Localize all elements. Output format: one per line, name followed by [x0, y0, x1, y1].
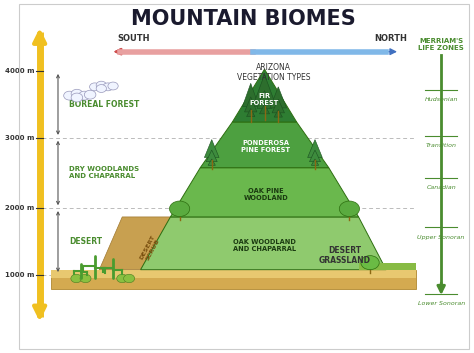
- Text: PONDEROSA
PINE FOREST: PONDEROSA PINE FOREST: [241, 140, 291, 153]
- Polygon shape: [259, 104, 270, 114]
- Polygon shape: [358, 263, 416, 270]
- Circle shape: [361, 256, 379, 270]
- Text: OAK WOODLAND
AND CHAPARRAL: OAK WOODLAND AND CHAPARRAL: [233, 239, 296, 252]
- Polygon shape: [243, 83, 259, 107]
- Circle shape: [96, 81, 107, 89]
- Text: DESERT
GRASSLAND: DESERT GRASSLAND: [319, 246, 371, 265]
- Text: FIR
FOREST: FIR FOREST: [250, 92, 279, 106]
- Text: DESERT: DESERT: [70, 237, 102, 246]
- Circle shape: [80, 274, 91, 283]
- Circle shape: [71, 89, 82, 98]
- Polygon shape: [51, 270, 416, 289]
- Circle shape: [90, 83, 100, 91]
- Polygon shape: [257, 90, 272, 108]
- Polygon shape: [255, 74, 274, 102]
- Text: Hudsonian: Hudsonian: [424, 97, 458, 102]
- Polygon shape: [141, 217, 386, 270]
- Polygon shape: [310, 150, 320, 162]
- Text: MERRIAM'S
LIFE ZONES: MERRIAM'S LIFE ZONES: [419, 38, 464, 50]
- Polygon shape: [51, 270, 416, 279]
- Text: MOUNTAIN BIOMES: MOUNTAIN BIOMES: [131, 10, 356, 30]
- Text: Transition: Transition: [426, 143, 456, 148]
- Text: 2000 m: 2000 m: [5, 205, 34, 211]
- Polygon shape: [274, 110, 283, 117]
- Circle shape: [103, 83, 113, 91]
- Circle shape: [117, 274, 128, 283]
- Polygon shape: [99, 217, 171, 270]
- Circle shape: [64, 91, 75, 100]
- Polygon shape: [232, 69, 297, 122]
- Circle shape: [96, 85, 107, 92]
- Circle shape: [339, 201, 359, 216]
- Circle shape: [170, 201, 190, 216]
- Polygon shape: [200, 122, 329, 168]
- Text: 3000 m: 3000 m: [5, 135, 34, 141]
- Text: NORTH: NORTH: [374, 34, 407, 43]
- Text: Upper Sonoran: Upper Sonoran: [418, 234, 465, 240]
- Polygon shape: [311, 159, 319, 165]
- Circle shape: [124, 274, 135, 283]
- Polygon shape: [272, 99, 284, 113]
- Text: OAK PINE
WOODLAND: OAK PINE WOODLAND: [244, 187, 288, 201]
- Text: SOUTH: SOUTH: [118, 34, 150, 43]
- Polygon shape: [270, 87, 286, 108]
- Polygon shape: [171, 168, 358, 217]
- Polygon shape: [245, 97, 257, 112]
- Text: Canadian: Canadian: [426, 185, 456, 190]
- Text: DRY WOODLANDS
AND CHAPARRAL: DRY WOODLANDS AND CHAPARRAL: [70, 167, 139, 179]
- Text: Lower Sonoran: Lower Sonoran: [418, 301, 465, 306]
- Polygon shape: [206, 150, 217, 162]
- Circle shape: [84, 90, 96, 99]
- Circle shape: [108, 82, 118, 90]
- Circle shape: [71, 274, 82, 283]
- Text: BOREAL FOREST: BOREAL FOREST: [70, 100, 140, 109]
- Text: DESERT
SCRUB: DESERT SCRUB: [138, 234, 161, 263]
- Text: 1000 m: 1000 m: [5, 272, 34, 278]
- Circle shape: [71, 93, 82, 102]
- Polygon shape: [308, 139, 322, 157]
- Polygon shape: [208, 159, 215, 165]
- Circle shape: [79, 91, 90, 100]
- Polygon shape: [246, 108, 255, 116]
- Polygon shape: [204, 139, 219, 157]
- Text: 4000 m: 4000 m: [5, 68, 34, 74]
- Text: ARIZONA
VEGETATION TYPES: ARIZONA VEGETATION TYPES: [237, 63, 310, 83]
